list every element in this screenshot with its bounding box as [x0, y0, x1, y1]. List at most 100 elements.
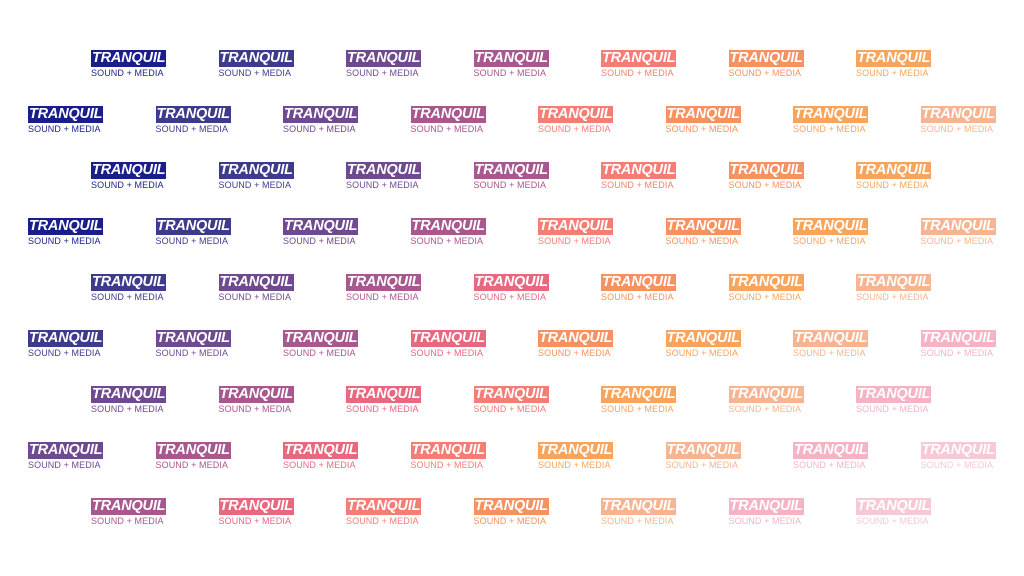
logo-tagline: SOUND + MEDIA	[665, 460, 739, 470]
logo-tagline: SOUND + MEDIA	[728, 292, 802, 302]
logo-wordmark: TRANQUIL	[473, 274, 549, 291]
tranquil-logo: TRANQUIL SOUND + MEDIA	[920, 106, 999, 135]
logo-wordmark: TRANQUIL	[346, 162, 422, 179]
logo-wordmark: TRANQUIL	[601, 274, 677, 291]
logo-tagline: SOUND + MEDIA	[793, 460, 866, 470]
tranquil-logo: TRANQUIL SOUND + MEDIA	[346, 50, 424, 79]
logo-tagline: SOUND + MEDIA	[920, 236, 994, 246]
logo-tagline: SOUND + MEDIA	[793, 348, 866, 358]
logo-tagline: SOUND + MEDIA	[538, 124, 611, 134]
logo-tagline: SOUND + MEDIA	[346, 292, 419, 302]
logo-wordmark: TRANQUIL	[601, 498, 677, 515]
logo-wordmark: TRANQUIL	[601, 50, 677, 67]
logo-tagline: SOUND + MEDIA	[91, 404, 164, 414]
logo-wordmark: TRANQUIL	[410, 330, 486, 347]
logo-wordmark: TRANQUIL	[155, 106, 231, 123]
logo-tagline: SOUND + MEDIA	[283, 236, 356, 246]
logo-wordmark: TRANQUIL	[28, 218, 104, 235]
tranquil-logo: TRANQUIL SOUND + MEDIA	[218, 50, 297, 79]
tranquil-logo: TRANQUIL SOUND + MEDIA	[793, 330, 871, 359]
tranquil-logo: TRANQUIL SOUND + MEDIA	[793, 442, 871, 471]
logo-tagline: SOUND + MEDIA	[155, 348, 229, 358]
logo-wordmark: TRANQUIL	[793, 106, 869, 123]
logo-tagline: SOUND + MEDIA	[601, 180, 674, 190]
tranquil-logo: TRANQUIL SOUND + MEDIA	[283, 442, 361, 471]
logo-wordmark: TRANQUIL	[410, 218, 486, 235]
tranquil-logo: TRANQUIL SOUND + MEDIA	[28, 330, 106, 359]
logo-tagline: SOUND + MEDIA	[473, 516, 547, 526]
logo-tagline: SOUND + MEDIA	[538, 348, 611, 358]
logo-wordmark: TRANQUIL	[218, 498, 294, 515]
logo-wordmark: TRANQUIL	[538, 218, 614, 235]
logo-wordmark: TRANQUIL	[218, 274, 294, 291]
tranquil-logo: TRANQUIL SOUND + MEDIA	[665, 330, 744, 359]
tranquil-logo: TRANQUIL SOUND + MEDIA	[283, 218, 361, 247]
tranquil-logo: TRANQUIL SOUND + MEDIA	[856, 386, 934, 415]
logo-wordmark: TRANQUIL	[538, 330, 614, 347]
logo-tagline: SOUND + MEDIA	[28, 124, 101, 134]
logo-tagline: SOUND + MEDIA	[91, 180, 164, 190]
logo-tagline: SOUND + MEDIA	[856, 404, 929, 414]
logo-wordmark: TRANQUIL	[665, 442, 741, 459]
logo-tagline: SOUND + MEDIA	[91, 516, 164, 526]
logo-tagline: SOUND + MEDIA	[793, 236, 866, 246]
tranquil-logo: TRANQUIL SOUND + MEDIA	[601, 162, 679, 191]
logo-tagline: SOUND + MEDIA	[728, 68, 802, 78]
tranquil-logo: TRANQUIL SOUND + MEDIA	[155, 106, 234, 135]
tranquil-logo: TRANQUIL SOUND + MEDIA	[410, 442, 489, 471]
tranquil-logo: TRANQUIL SOUND + MEDIA	[28, 442, 106, 471]
logo-wordmark: TRANQUIL	[856, 162, 932, 179]
tranquil-logo: TRANQUIL SOUND + MEDIA	[283, 330, 361, 359]
logo-wordmark: TRANQUIL	[91, 274, 167, 291]
tranquil-logo: TRANQUIL SOUND + MEDIA	[665, 218, 744, 247]
logo-wordmark: TRANQUIL	[538, 442, 614, 459]
tranquil-logo: TRANQUIL SOUND + MEDIA	[920, 218, 999, 247]
logo-wordmark: TRANQUIL	[920, 330, 996, 347]
logo-tagline: SOUND + MEDIA	[155, 460, 229, 470]
logo-tagline: SOUND + MEDIA	[601, 404, 674, 414]
logo-tagline: SOUND + MEDIA	[601, 292, 674, 302]
tranquil-logo: TRANQUIL SOUND + MEDIA	[601, 274, 679, 303]
tranquil-logo: TRANQUIL SOUND + MEDIA	[155, 330, 234, 359]
logo-tagline: SOUND + MEDIA	[283, 460, 356, 470]
logo-tagline: SOUND + MEDIA	[473, 404, 547, 414]
tranquil-logo: TRANQUIL SOUND + MEDIA	[91, 50, 169, 79]
logo-wordmark: TRANQUIL	[856, 274, 932, 291]
logo-wordmark: TRANQUIL	[728, 386, 804, 403]
logo-wordmark: TRANQUIL	[410, 442, 486, 459]
logo-tagline: SOUND + MEDIA	[218, 404, 292, 414]
logo-wordmark: TRANQUIL	[91, 162, 167, 179]
logo-tagline: SOUND + MEDIA	[473, 180, 547, 190]
logo-wordmark: TRANQUIL	[920, 106, 996, 123]
logo-tagline: SOUND + MEDIA	[856, 292, 929, 302]
logo-wordmark: TRANQUIL	[728, 162, 804, 179]
logo-wordmark: TRANQUIL	[920, 218, 996, 235]
tranquil-logo: TRANQUIL SOUND + MEDIA	[538, 330, 616, 359]
logo-wordmark: TRANQUIL	[665, 106, 741, 123]
logo-tagline: SOUND + MEDIA	[601, 516, 674, 526]
tranquil-logo: TRANQUIL SOUND + MEDIA	[728, 50, 807, 79]
tranquil-logo: TRANQUIL SOUND + MEDIA	[28, 106, 106, 135]
logo-tagline: SOUND + MEDIA	[793, 124, 866, 134]
logo-wordmark: TRANQUIL	[856, 498, 932, 515]
logo-tagline: SOUND + MEDIA	[538, 460, 611, 470]
tranquil-logo: TRANQUIL SOUND + MEDIA	[410, 330, 489, 359]
logo-wordmark: TRANQUIL	[473, 50, 549, 67]
logo-wordmark: TRANQUIL	[473, 498, 549, 515]
tranquil-logo: TRANQUIL SOUND + MEDIA	[473, 274, 552, 303]
logo-wordmark: TRANQUIL	[473, 162, 549, 179]
logo-tagline: SOUND + MEDIA	[28, 348, 101, 358]
tranquil-logo: TRANQUIL SOUND + MEDIA	[538, 218, 616, 247]
logo-wordmark: TRANQUIL	[601, 386, 677, 403]
tranquil-logo: TRANQUIL SOUND + MEDIA	[218, 274, 297, 303]
logo-wordmark: TRANQUIL	[793, 218, 869, 235]
logo-wordmark: TRANQUIL	[728, 50, 804, 67]
tranquil-logo: TRANQUIL SOUND + MEDIA	[538, 106, 616, 135]
tranquil-logo: TRANQUIL SOUND + MEDIA	[218, 386, 297, 415]
logo-tagline: SOUND + MEDIA	[28, 460, 101, 470]
logo-tagline: SOUND + MEDIA	[920, 460, 994, 470]
logo-tagline: SOUND + MEDIA	[665, 236, 739, 246]
logo-wordmark: TRANQUIL	[665, 218, 741, 235]
logo-tagline: SOUND + MEDIA	[218, 292, 292, 302]
